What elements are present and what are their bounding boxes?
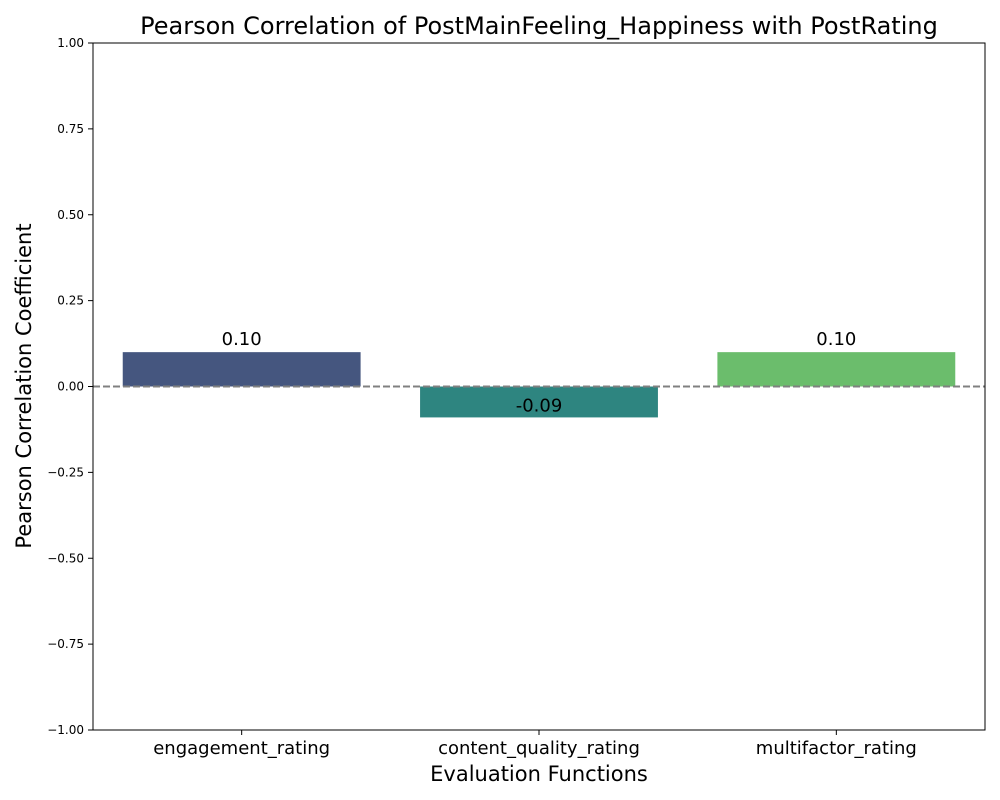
data-label-multifactor_rating: 0.10	[816, 329, 856, 350]
x-axis-title: Evaluation Functions	[430, 762, 648, 786]
x-tick-label-content_quality_rating: content_quality_rating	[438, 738, 640, 759]
y-tick-label: −0.25	[47, 465, 84, 479]
chart-title: Pearson Correlation of PostMainFeeling_H…	[140, 12, 938, 40]
bar-content_quality_rating	[420, 386, 658, 418]
y-tick-label: 0.75	[57, 122, 84, 136]
plot-area: 0.10 -0.09 0.10 −1.00 −0.75 −0.50 −0.25 0.00 0.2…	[47, 36, 986, 759]
y-tick-label: 1.00	[57, 36, 84, 50]
data-label-engagement_rating: 0.10	[222, 329, 262, 350]
bar-multifactor_rating	[717, 352, 956, 387]
x-tick-label-engagement_rating: engagement_rating	[153, 738, 330, 759]
x-tick-label-multifactor_rating: multifactor_rating	[756, 738, 917, 759]
y-tick-label: −0.50	[47, 551, 84, 565]
y-tick-label: 0.25	[57, 294, 84, 308]
y-tick-label: −1.00	[47, 723, 84, 737]
y-tick-label: 0.00	[57, 380, 84, 394]
y-axis-title: Pearson Correlation Coefficient	[12, 223, 36, 548]
y-tick-label: 0.50	[57, 208, 84, 222]
bar-engagement_rating	[122, 352, 361, 387]
y-tick-label: −0.75	[47, 637, 84, 651]
data-label-content_quality_rating: -0.09	[516, 395, 563, 416]
